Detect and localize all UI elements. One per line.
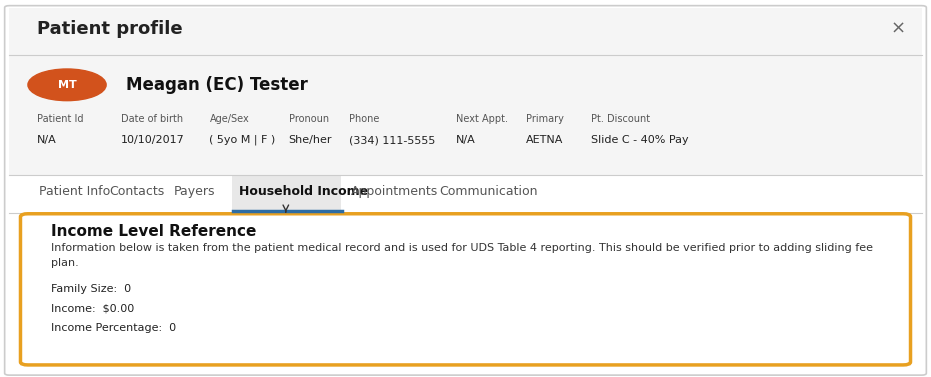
Text: ×: × [891, 20, 906, 38]
Text: Payers: Payers [174, 185, 216, 198]
Text: Next Appt.: Next Appt. [456, 114, 508, 124]
Point [227, 209, 238, 213]
Text: N/A: N/A [37, 135, 57, 145]
Text: Meagan (EC) Tester: Meagan (EC) Tester [126, 76, 307, 94]
FancyBboxPatch shape [232, 176, 341, 212]
Point [336, 209, 347, 213]
Text: Patient Info: Patient Info [39, 185, 111, 198]
FancyBboxPatch shape [9, 55, 922, 175]
Text: Pt. Discount: Pt. Discount [591, 114, 651, 124]
Text: Pronoun: Pronoun [289, 114, 329, 124]
Text: She/her: She/her [289, 135, 332, 145]
FancyBboxPatch shape [5, 6, 926, 375]
FancyBboxPatch shape [9, 8, 922, 55]
Text: Information below is taken from the patient medical record and is used for UDS T: Information below is taken from the pati… [51, 243, 873, 268]
Text: AETNA: AETNA [526, 135, 563, 145]
Text: Income Percentage:  0: Income Percentage: 0 [51, 323, 176, 334]
Text: Age/Sex: Age/Sex [209, 114, 250, 124]
Text: Patient profile: Patient profile [37, 20, 182, 38]
Text: Contacts: Contacts [109, 185, 164, 198]
Text: Phone: Phone [349, 114, 380, 124]
Text: Income Level Reference: Income Level Reference [51, 224, 257, 239]
Text: 10/10/2017: 10/10/2017 [121, 135, 184, 145]
Text: Income:  $0.00: Income: $0.00 [51, 303, 134, 314]
Text: Date of birth: Date of birth [121, 114, 183, 124]
Text: Primary: Primary [526, 114, 564, 124]
Text: (334) 111-5555: (334) 111-5555 [349, 135, 436, 145]
FancyBboxPatch shape [20, 214, 911, 365]
Text: MT: MT [58, 80, 76, 90]
Text: Family Size:  0: Family Size: 0 [51, 284, 131, 294]
Text: Patient Id: Patient Id [37, 114, 84, 124]
Text: Appointments: Appointments [351, 185, 439, 198]
Circle shape [28, 69, 106, 101]
Text: Household Income: Household Income [239, 185, 369, 198]
Text: ( 5yo M | F ): ( 5yo M | F ) [209, 135, 276, 146]
Text: Communication: Communication [439, 185, 538, 198]
FancyBboxPatch shape [9, 175, 922, 213]
Text: Slide C - 40% Pay: Slide C - 40% Pay [591, 135, 689, 145]
Text: N/A: N/A [456, 135, 476, 145]
